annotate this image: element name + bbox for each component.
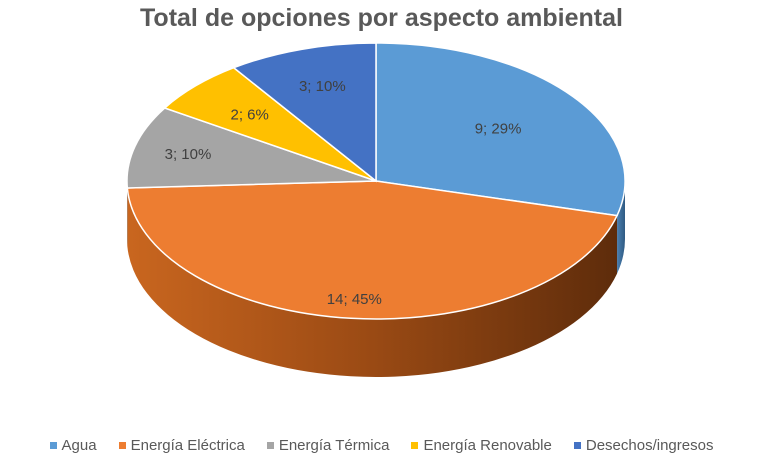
legend-item-energia-renovable: Energía Renovable (411, 437, 552, 454)
data-label-energia-termica: 3; 10% (165, 146, 212, 163)
pie-side-agua (617, 181, 625, 274)
legend: Agua Energía Eléctrica Energía Térmica E… (0, 437, 763, 454)
legend-label: Energía Eléctrica (130, 437, 245, 454)
legend-label: Agua (61, 437, 97, 454)
legend-item-desechos-ingresos: Desechos/ingresos (573, 437, 714, 454)
pie-slice-energia-termica (126, 107, 377, 189)
chart-title: Total de opciones por aspecto ambiental (140, 4, 623, 32)
data-label-desechos-ingresos: 3; 10% (299, 78, 346, 95)
pie-slice-energia-electrica (126, 180, 619, 320)
pie-slice-desechos-ingresos (232, 42, 377, 183)
data-label-agua: 9; 29% (475, 121, 522, 138)
pie-side-energia-electrica (127, 187, 618, 377)
legend-swatch (573, 442, 581, 449)
pie-sides (127, 181, 625, 377)
legend-label: Energía Renovable (423, 437, 552, 454)
legend-swatch (118, 442, 126, 449)
legend-swatch (266, 442, 274, 449)
legend-item-energia-termica: Energía Térmica (266, 437, 390, 454)
pie-labels: 9; 29% 14; 45% 3; 10% 2; 6% 3; 10% (165, 78, 522, 308)
pie-slices (126, 42, 626, 320)
pie-chart: 9; 29% 14; 45% 3; 10% 2; 6% 3; 10% (126, 42, 626, 377)
data-label-energia-electrica: 14; 45% (327, 291, 382, 308)
legend-item-energia-electrica: Energía Eléctrica (118, 437, 245, 454)
legend-swatch (411, 442, 419, 449)
legend-swatch (49, 442, 57, 449)
legend-item-agua: Agua (49, 437, 97, 454)
legend-label: Desechos/ingresos (585, 437, 714, 454)
pie-slice-agua (375, 42, 626, 217)
legend-label: Energía Térmica (278, 437, 390, 454)
data-label-energia-renovable: 2; 6% (230, 106, 268, 123)
